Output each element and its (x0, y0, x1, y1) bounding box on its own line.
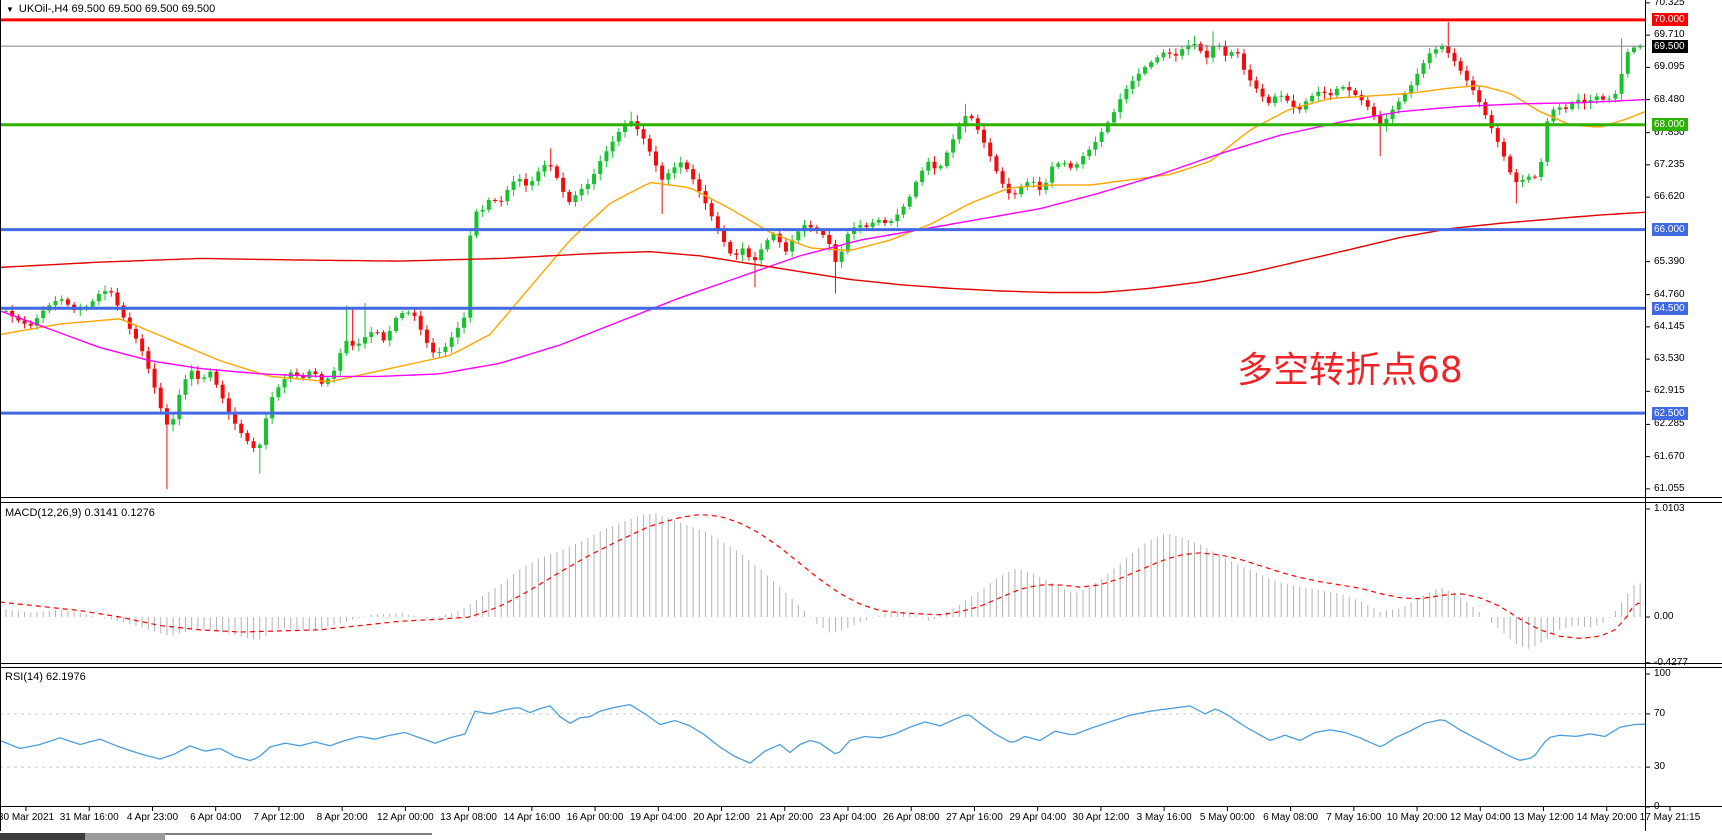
time-axis-label: 23 Apr 04:00 (819, 812, 877, 823)
time-axis[interactable]: 30 Mar 2021 31 Mar 16:00 4 Apr 23:00 6 Apr … (0, 808, 1722, 831)
axis-ticks (25, 2, 1671, 811)
price-axis-label: 70.325 (1654, 0, 1685, 8)
price-axis-label: 64.760 (1654, 288, 1685, 300)
time-axis-label: 12 Apr 00:00 (377, 812, 434, 823)
candlestick-series (4, 22, 1643, 490)
macd-indicator-label: MACD(12,26,9) 0.3141 0.1276 (5, 507, 155, 519)
macd-axis-label: 0.00 (1654, 611, 1674, 622)
time-axis-label: 14 May 20:00 (1576, 812, 1638, 823)
rsi-series (0, 703, 1645, 764)
time-axis-label: 8 Apr 20:00 (316, 812, 368, 823)
time-axis-label: 30 Mar 2021 (0, 812, 55, 823)
time-axis-label: 10 May 20:00 (1386, 812, 1448, 823)
macd-histogram (5, 513, 1641, 649)
time-axis-label: 21 Apr 20:00 (756, 812, 814, 823)
time-axis-label: 16 Apr 00:00 (566, 812, 624, 823)
time-axis-label: 6 Apr 04:00 (190, 812, 242, 823)
price-axis[interactable]: 70.325 69.710 69.095 68.480 67.850 67.235 66.6… (1645, 0, 1722, 831)
time-axis-label: 7 Apr 12:00 (253, 812, 305, 823)
macd-signal (0, 513, 1644, 639)
time-axis-label: 6 May 08:00 (1263, 812, 1319, 823)
symbol-header[interactable]: ▼ UKOil-,H4 69.500 69.500 69.500 69.500 (6, 3, 215, 15)
ma-slow-red-line (0, 211, 1646, 294)
symbol-dropdown-icon[interactable]: ▼ (6, 5, 14, 14)
time-axis-label: 26 Apr 08:00 (882, 812, 940, 823)
time-axis-label: 27 Apr 16:00 (946, 812, 1003, 823)
rsi-axis-label: 100 (1654, 668, 1671, 679)
time-axis-label: 12 May 04:00 (1449, 812, 1511, 823)
price-level-badge: 62.500 (1652, 406, 1688, 420)
time-axis-label: 30 Apr 12:00 (1072, 812, 1130, 823)
ma-mid-magenta (0, 98, 1646, 378)
scrollbar-thumb[interactable] (0, 833, 85, 840)
time-axis-label: 20 Apr 12:00 (693, 812, 750, 823)
price-level-badge: 68.000 (1652, 118, 1688, 132)
price-axis-label: 69.095 (1654, 61, 1685, 73)
macd-axis-label: -0.4277 (1654, 656, 1688, 668)
time-axis-label: 29 Apr 04:00 (1009, 812, 1067, 823)
ma-slow-red (0, 211, 1646, 294)
price-level-badge: 66.000 (1652, 223, 1688, 237)
rsi-axis-label: 30 (1654, 761, 1666, 773)
time-axis-label: 14 Apr 16:00 (503, 812, 561, 823)
horizontal-scrollbar[interactable] (0, 833, 432, 840)
time-axis-label: 19 Apr 04:00 (629, 812, 687, 823)
ma-mid-magenta-line (0, 98, 1646, 378)
time-axis-label: 7 May 16:00 (1326, 812, 1382, 823)
price-axis-label: 61.670 (1654, 450, 1685, 462)
time-axis-label: 4 Apr 23:00 (126, 812, 179, 823)
rsi-indicator-label: RSI(14) 62.1976 (5, 671, 86, 683)
ma-fast-orange (0, 84, 1646, 383)
price-axis-label: 61.055 (1654, 482, 1685, 494)
price-axis-label: 67.850 (1654, 126, 1685, 138)
price-axis-label: 62.915 (1654, 385, 1685, 397)
price-axis-label: 64.145 (1654, 320, 1685, 332)
price-level-badge: 70.000 (1652, 13, 1688, 27)
macd-signal-line (0, 513, 1644, 639)
ma-fast-orange-line (0, 84, 1646, 383)
rsi-level-lines (0, 713, 1645, 768)
time-axis-label: 13 May 12:00 (1513, 812, 1574, 823)
price-axis-label: 65.390 (1654, 255, 1685, 267)
time-axis-label: 31 Mar 16:00 (59, 812, 119, 823)
time-axis-label: 5 May 00:00 (1199, 812, 1255, 823)
price-axis-label: 67.235 (1654, 158, 1685, 170)
price-level-lines[interactable] (0, 18, 1645, 415)
time-axis-label: 17 May 21:15 (1639, 812, 1701, 823)
rsi-axis-label: 70 (1654, 707, 1666, 719)
price-axis-label: 68.480 (1654, 93, 1685, 105)
price-level-badge: 64.500 (1652, 301, 1688, 315)
price-axis-label: 69.710 (1654, 29, 1685, 41)
price-axis-label: 66.620 (1654, 191, 1685, 203)
macd-axis-label: 1.0103 (1654, 502, 1685, 514)
annotation-text: 多空转折点68 (1237, 350, 1463, 391)
price-axis-label: 62.285 (1654, 418, 1685, 430)
price-axis-label: 63.530 (1654, 353, 1685, 365)
rsi-axis-label: 0 (1654, 801, 1660, 812)
time-axis-label: 3 May 16:00 (1136, 812, 1192, 823)
symbol-ohlc-text: UKOil-,H4 69.500 69.500 69.500 69.500 (18, 3, 216, 15)
price-level-badge: 69.500 (1652, 39, 1688, 53)
time-axis-label: 13 Apr 08:00 (440, 812, 497, 823)
rsi-line (0, 703, 1645, 764)
